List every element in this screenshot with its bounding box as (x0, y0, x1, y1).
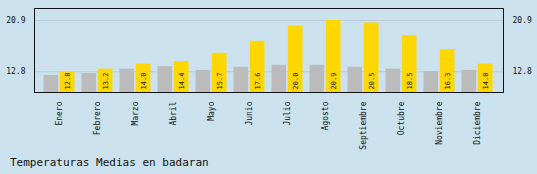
svg-text:12.8: 12.8 (513, 67, 532, 76)
svg-text:Octubre: Octubre (397, 101, 406, 135)
svg-text:15.7: 15.7 (216, 73, 224, 90)
svg-text:Enero: Enero (55, 101, 64, 125)
svg-text:17.6: 17.6 (254, 73, 262, 90)
svg-text:Mayo: Mayo (207, 101, 216, 120)
svg-text:Diciembre: Diciembre (473, 101, 482, 145)
svg-text:12.8: 12.8 (6, 67, 25, 76)
svg-text:Julio: Julio (283, 101, 292, 125)
svg-text:Noviembre: Noviembre (435, 101, 444, 145)
svg-text:Abril: Abril (169, 101, 178, 125)
svg-text:14.4: 14.4 (178, 73, 186, 90)
svg-text:20.9: 20.9 (6, 16, 25, 25)
svg-text:16.3: 16.3 (444, 73, 452, 90)
svg-text:20.0: 20.0 (292, 73, 300, 90)
svg-text:13.2: 13.2 (102, 73, 110, 90)
svg-text:20.5: 20.5 (368, 73, 376, 90)
svg-text:20.9: 20.9 (513, 16, 532, 25)
svg-text:14.0: 14.0 (140, 73, 148, 90)
svg-text:18.5: 18.5 (406, 73, 414, 90)
svg-text:Junio: Junio (245, 101, 254, 125)
svg-text:12.8: 12.8 (64, 73, 72, 90)
svg-text:Marzo: Marzo (131, 101, 140, 125)
svg-text:14.0: 14.0 (482, 73, 490, 90)
html-text:Temperaturas Medias en badaran: Temperaturas Medias en badaran (10, 156, 209, 169)
svg-text:Septiembre: Septiembre (359, 101, 368, 149)
svg-text:Febrero: Febrero (93, 101, 102, 135)
svg-text:Agosto: Agosto (321, 101, 330, 130)
svg-text:20.9: 20.9 (330, 73, 338, 90)
